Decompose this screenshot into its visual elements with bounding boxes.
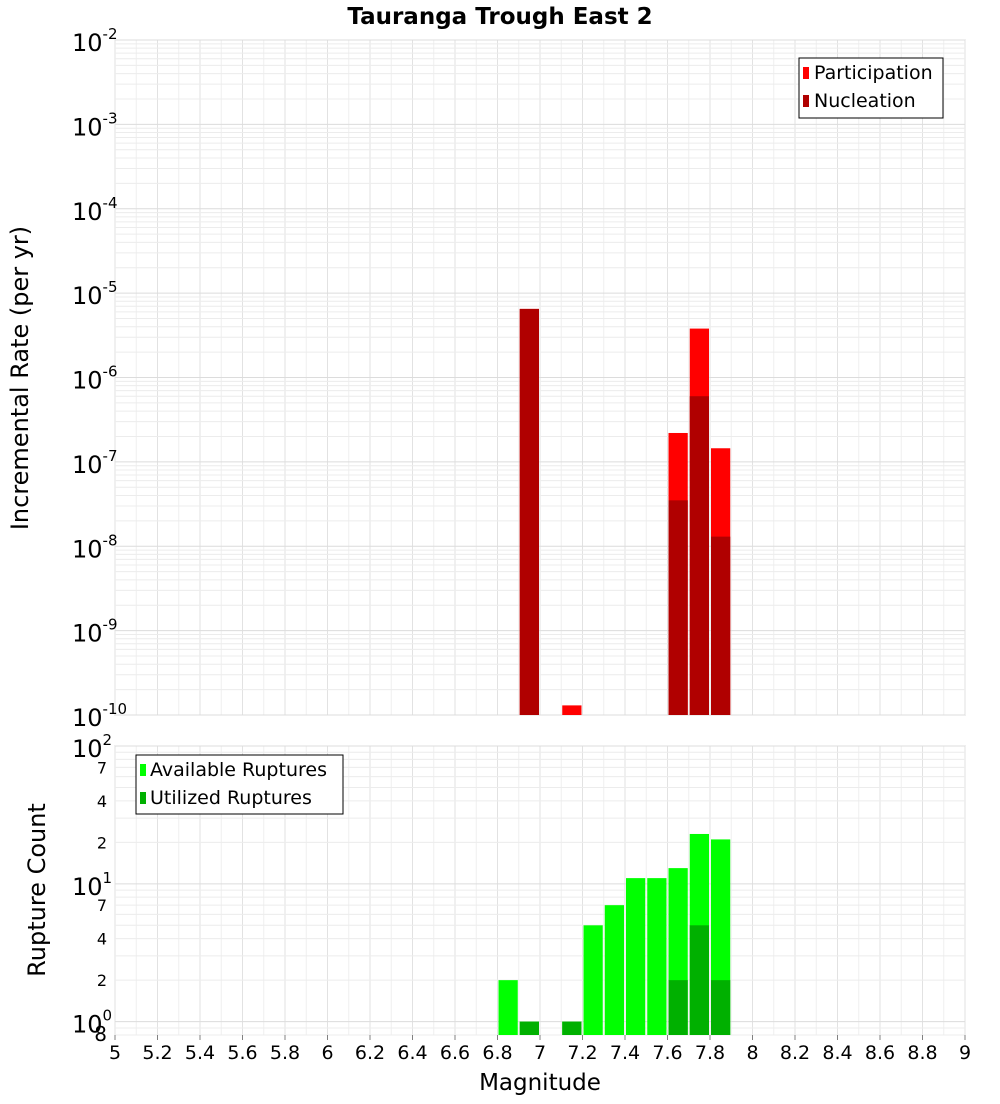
bottom-legend-box bbox=[135, 754, 344, 815]
x-tick-label: 5.2 bbox=[142, 1042, 172, 1064]
legend-label-available: Available Ruptures bbox=[150, 759, 327, 781]
y-tick-label: 10-10 bbox=[72, 700, 127, 732]
x-tick-label: 7.6 bbox=[652, 1042, 682, 1064]
top-bar-a bbox=[562, 705, 582, 715]
bottom-bar-a bbox=[626, 878, 646, 1035]
y-tick-label: 10-7 bbox=[72, 447, 118, 479]
y-minor-tick-label: 2 bbox=[97, 971, 107, 990]
top-bar-b bbox=[519, 308, 539, 715]
top-y-ticks: 10-2 10-3 10-4 10-5 10-6 10-7 10-8 10-9 10-10 bbox=[72, 25, 127, 732]
x-tick-label: 5 bbox=[109, 1042, 121, 1064]
legend-swatch-utilized bbox=[140, 792, 146, 804]
legend-swatch-available bbox=[140, 764, 146, 776]
x-tick-label: 7.4 bbox=[610, 1042, 640, 1064]
x-tick-label: 6.6 bbox=[440, 1042, 470, 1064]
top-legend-box bbox=[798, 57, 944, 119]
y-tick-label: 10-5 bbox=[72, 278, 118, 310]
bottom-bar-b bbox=[711, 980, 731, 1035]
x-tick-label: 7.2 bbox=[567, 1042, 597, 1064]
top-panel: 10-2 10-3 10-4 10-5 10-6 10-7 10-8 10-9 10-10 In… bbox=[6, 25, 966, 732]
legend-swatch-nucleation bbox=[803, 95, 809, 107]
x-tick-label: 5.6 bbox=[227, 1042, 257, 1064]
bottom-grid bbox=[114, 745, 966, 1036]
top-bar-b bbox=[711, 536, 731, 715]
x-tick-label: 5.4 bbox=[185, 1042, 215, 1064]
x-tick-label: 6.8 bbox=[482, 1042, 512, 1064]
y-tick-label: 10-6 bbox=[72, 363, 118, 395]
x-tick-label: 8.2 bbox=[780, 1042, 810, 1064]
x-tick-label: 8.8 bbox=[907, 1042, 937, 1064]
bottom-bar-b bbox=[519, 1021, 539, 1035]
y-tick-label: 10-4 bbox=[72, 194, 118, 226]
bottom-bar-b bbox=[689, 925, 709, 1035]
bottom-panel: 102 101 100 7 4 2 7 4 2 8 5 5.2 5.4 5.6 5.8 6 6.2 6.4 6.6… bbox=[23, 731, 971, 1096]
x-tick-label: 7.8 bbox=[695, 1042, 725, 1064]
x-tick-label: 6.2 bbox=[355, 1042, 385, 1064]
y-tick-label: 10-3 bbox=[72, 109, 118, 141]
legend-label-utilized: Utilized Ruptures bbox=[150, 787, 312, 809]
legend-label-participation: Participation bbox=[814, 62, 933, 84]
legend-label-nucleation: Nucleation bbox=[814, 90, 916, 112]
bottom-bar-a bbox=[647, 878, 667, 1035]
x-tick-label: 7 bbox=[534, 1042, 546, 1064]
y-minor-tick-label: 8 bbox=[94, 1022, 107, 1046]
y-tick-label: 100 bbox=[72, 1007, 112, 1039]
x-tick-label: 6.4 bbox=[397, 1042, 427, 1064]
x-axis-label: Magnitude bbox=[479, 1070, 601, 1096]
top-y-axis-label: Incremental Rate (per yr) bbox=[6, 226, 34, 530]
bottom-bar-a bbox=[604, 905, 624, 1035]
top-grid bbox=[114, 39, 966, 716]
x-tick-label: 8.4 bbox=[822, 1042, 852, 1064]
y-minor-tick-label: 7 bbox=[97, 758, 107, 777]
x-tick-label: 6 bbox=[321, 1042, 333, 1064]
y-tick-label: 102 bbox=[72, 731, 112, 763]
y-minor-tick-label: 2 bbox=[97, 833, 107, 852]
top-legend: Participation Nucleation bbox=[798, 57, 944, 119]
x-tick-labels: 5 5.2 5.4 5.6 5.8 6 6.2 6.4 6.6 6.8 7 7.2 7.4 7.6 7.8 8… bbox=[109, 1035, 971, 1064]
top-bars bbox=[519, 308, 731, 715]
bottom-bars bbox=[498, 833, 731, 1035]
y-tick-label: 10-2 bbox=[72, 25, 118, 57]
top-bar-b bbox=[689, 396, 709, 715]
x-tick-label: 8 bbox=[746, 1042, 758, 1064]
x-tick-label: 8.6 bbox=[865, 1042, 895, 1064]
bottom-y-axis-label: Rupture Count bbox=[23, 803, 51, 977]
chart-title: Tauranga Trough East 2 bbox=[347, 4, 652, 30]
y-minor-tick-label: 4 bbox=[97, 792, 107, 811]
bottom-y-ticks: 102 101 100 7 4 2 7 4 2 8 bbox=[72, 731, 112, 1046]
x-tick-label: 9 bbox=[959, 1042, 971, 1064]
bottom-bar-b bbox=[562, 1021, 582, 1035]
bottom-bar-a bbox=[498, 980, 518, 1035]
top-bar-b bbox=[668, 500, 688, 715]
legend-swatch-participation bbox=[803, 67, 809, 79]
x-tick-label: 5.8 bbox=[270, 1042, 300, 1064]
bottom-bar-b bbox=[668, 980, 688, 1035]
y-tick-label: 10-9 bbox=[72, 616, 118, 648]
bottom-bar-a bbox=[583, 925, 603, 1035]
y-tick-label: 10-8 bbox=[72, 531, 118, 563]
y-tick-label: 101 bbox=[72, 869, 112, 901]
bottom-legend: Available Ruptures Utilized Ruptures bbox=[135, 754, 344, 815]
y-minor-tick-label: 7 bbox=[97, 896, 107, 915]
y-minor-tick-label: 4 bbox=[97, 930, 107, 949]
